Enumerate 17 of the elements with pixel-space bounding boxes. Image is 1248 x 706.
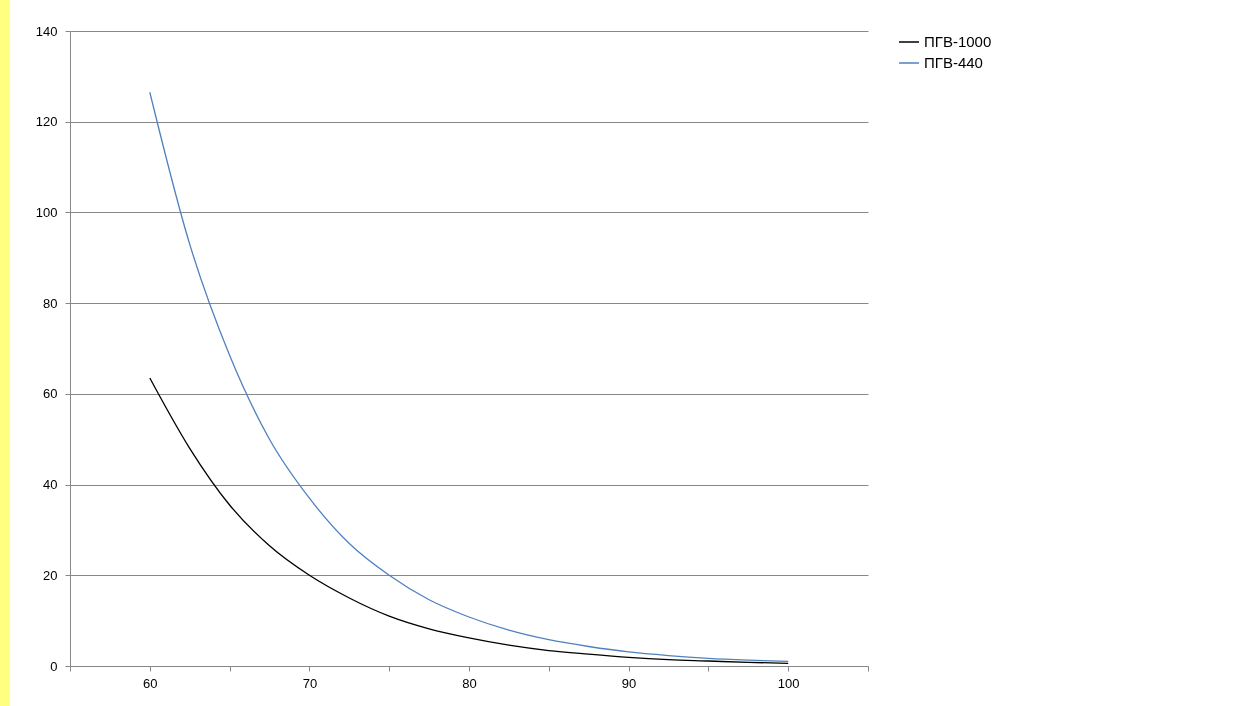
line-series: [149, 91, 789, 663]
y-tick-label: 60: [43, 386, 58, 402]
legend-label: ПГВ-1000: [924, 33, 992, 50]
y-tick-label: 0: [50, 658, 58, 674]
legend-label: ПГВ-440: [924, 54, 983, 71]
y-tick-label: 100: [35, 204, 58, 220]
y-tick-label: 80: [43, 295, 58, 311]
line-series: [149, 377, 789, 664]
x-tick-label: 100: [777, 675, 800, 691]
x-tick-label: 80: [462, 675, 477, 691]
x-tick-label: 70: [302, 675, 318, 691]
y-tick-label: 120: [35, 114, 58, 130]
y-tick-label: 40: [43, 477, 58, 493]
y-tick-label: 140: [35, 23, 58, 39]
x-tick-label: 90: [621, 675, 637, 691]
y-tick-label: 20: [43, 567, 58, 583]
x-tick-label: 60: [143, 675, 158, 691]
